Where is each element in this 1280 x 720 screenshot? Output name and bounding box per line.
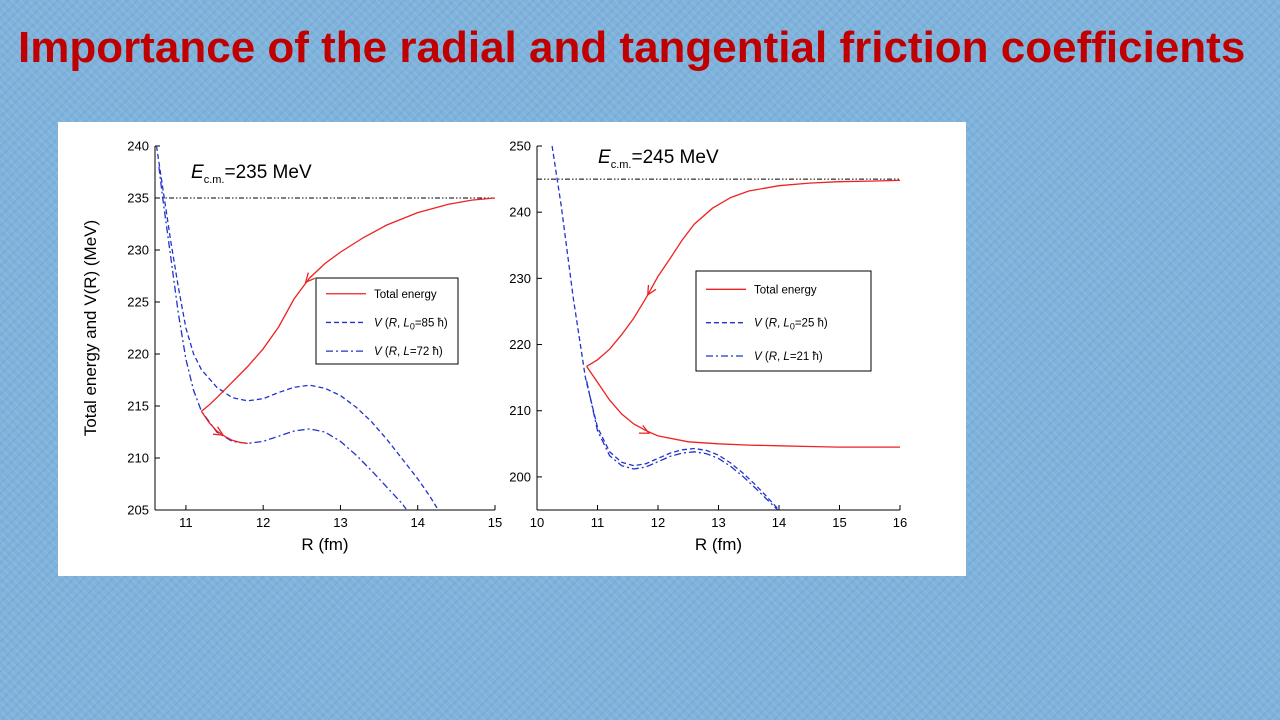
energy-symbol: E bbox=[598, 147, 611, 168]
legend: Total energy V (R, L0=85 ħ) V (R, L=72 ħ) bbox=[315, 277, 459, 365]
energy-label: Ec.m.=245 MeV bbox=[598, 147, 719, 171]
direction-arrow bbox=[646, 284, 657, 297]
y-tick-label: 250 bbox=[509, 139, 531, 154]
x-tick-label: 11 bbox=[179, 515, 193, 530]
legend-label: Total energy bbox=[374, 289, 437, 301]
series-line-4 bbox=[586, 179, 900, 367]
energy-label: Ec.m.=235 MeV bbox=[191, 162, 312, 186]
y-tick-label: 240 bbox=[127, 139, 149, 154]
y-tick-label: 230 bbox=[509, 271, 531, 286]
x-tick-label: 11 bbox=[591, 515, 605, 530]
x-tick-label: 14 bbox=[410, 515, 424, 530]
y-tick-label: 200 bbox=[509, 469, 531, 484]
x-tick-label: 13 bbox=[333, 515, 347, 530]
energy-subscript: c.m. bbox=[611, 159, 632, 171]
x-tick-label: 12 bbox=[651, 515, 665, 530]
energy-value: =245 MeV bbox=[631, 147, 718, 168]
y-tick-label: 210 bbox=[127, 451, 149, 466]
x-tick-label: 10 bbox=[530, 515, 544, 530]
legend-label: V (R, L=72 ħ) bbox=[374, 346, 443, 358]
y-axis-label: Total energy and V(R) (MeV) bbox=[81, 220, 100, 436]
y-tick-label: 235 bbox=[127, 191, 149, 206]
slide-title: Importance of the radial and tangential … bbox=[18, 23, 1246, 72]
chart-1: 11 12 13 14 15 205 210 215 220 225 230 235 240 R (fm)… bbox=[81, 139, 502, 555]
series-group bbox=[155, 146, 495, 510]
x-axis-label: R (fm) bbox=[301, 535, 348, 554]
energy-symbol: E bbox=[191, 162, 204, 183]
direction-arrow bbox=[212, 426, 225, 436]
legend-label: Total energy bbox=[754, 284, 817, 296]
direction-arrow bbox=[638, 424, 651, 434]
x-tick-label: 13 bbox=[711, 515, 725, 530]
y-tick-label: 230 bbox=[127, 243, 149, 258]
chart-2: 10 11 12 13 14 15 16 200 210 220 230 240 250 R (fm) Ec… bbox=[509, 139, 907, 555]
y-tick-label: 225 bbox=[127, 295, 149, 310]
series-line-2 bbox=[155, 146, 438, 509]
series-group bbox=[537, 146, 900, 510]
y-tick-label: 205 bbox=[127, 503, 149, 518]
x-tick-label: 16 bbox=[893, 515, 907, 530]
x-axis-label: R (fm) bbox=[695, 535, 742, 554]
series-line-3 bbox=[585, 380, 779, 510]
legend-label: V (R, L0=85 ħ) bbox=[374, 317, 448, 331]
legend-label: V (R, L0=25 ħ) bbox=[754, 318, 828, 332]
x-tick-label: 15 bbox=[488, 515, 502, 530]
series-line-5 bbox=[586, 366, 900, 448]
series-line-5 bbox=[200, 410, 248, 445]
y-tick-label: 220 bbox=[127, 347, 149, 362]
series-line-4 bbox=[200, 197, 495, 412]
energy-subscript: c.m. bbox=[204, 174, 225, 186]
legend-box bbox=[695, 270, 872, 372]
x-tick-label: 15 bbox=[832, 515, 846, 530]
series-line-3 bbox=[158, 166, 407, 510]
x-tick-label: 12 bbox=[256, 515, 270, 530]
svg-text:Ec.m.=235 MeV: Ec.m.=235 MeV bbox=[191, 162, 312, 186]
figure-panel: 11 12 13 14 15 205 210 215 220 225 230 235 240 R (fm)… bbox=[58, 122, 966, 576]
y-tick-label: 215 bbox=[127, 399, 149, 414]
energy-value: =235 MeV bbox=[224, 162, 311, 183]
direction-arrow bbox=[304, 272, 316, 284]
legend-box bbox=[315, 277, 459, 365]
x-tick-label: 14 bbox=[772, 515, 786, 530]
figure-svg: 11 12 13 14 15 205 210 215 220 225 230 235 240 R (fm)… bbox=[81, 139, 907, 555]
legend-label: V (R, L=21 ħ) bbox=[754, 351, 823, 363]
legend: Total energy V (R, L0=25 ħ) V (R, L=21 ħ) bbox=[695, 270, 872, 372]
y-tick-label: 240 bbox=[509, 205, 531, 220]
y-tick-label: 220 bbox=[509, 337, 531, 352]
y-tick-label: 210 bbox=[509, 403, 531, 418]
svg-text:Ec.m.=245 MeV: Ec.m.=245 MeV bbox=[598, 147, 719, 171]
